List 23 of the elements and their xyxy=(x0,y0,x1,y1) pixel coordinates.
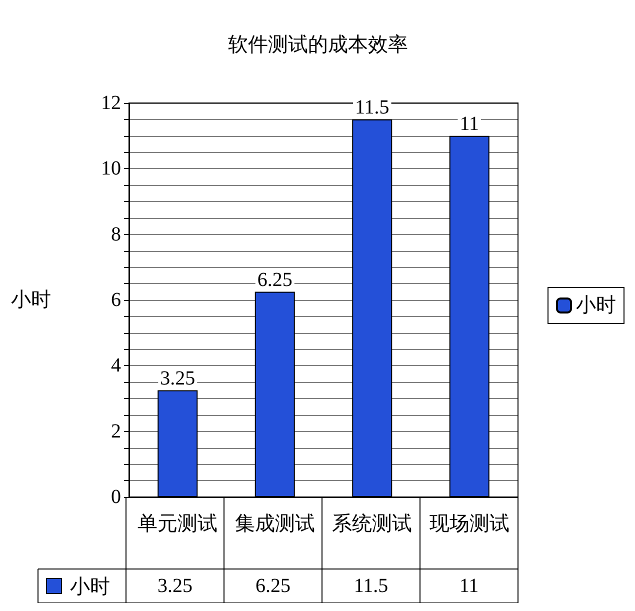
x-tick-label: 现场测试 xyxy=(429,513,510,535)
y-tick-label: 10 xyxy=(101,158,121,180)
data-label: 6.25 xyxy=(257,268,292,291)
y-tick-label: 12 xyxy=(101,92,121,114)
x-tick-label: 系统测试 xyxy=(332,513,412,535)
y-tick-label: 6 xyxy=(111,289,121,311)
data-label: 3.25 xyxy=(160,367,196,390)
y-tick-label: 0 xyxy=(111,486,121,508)
y-tick-label: 4 xyxy=(111,354,121,377)
text: 11 xyxy=(458,574,480,598)
y-tick-label: 8 xyxy=(111,223,121,246)
data-label: 11.5 xyxy=(354,96,390,118)
text: 6.25 xyxy=(254,574,292,598)
x-tick-label: 单元测试 xyxy=(138,513,218,535)
data-label: 11 xyxy=(460,112,480,135)
chart-title: 软件测试的成本效率 xyxy=(228,34,408,56)
text: 3.25 xyxy=(156,574,194,598)
x-tick-label: 集成测试 xyxy=(234,513,315,535)
y-axis-title: 小时 xyxy=(11,289,51,311)
y-tick-label: 2 xyxy=(111,420,121,442)
text: 小时 xyxy=(70,576,110,598)
text: 11.5 xyxy=(352,574,390,598)
legend-label: 小时 xyxy=(576,294,616,316)
